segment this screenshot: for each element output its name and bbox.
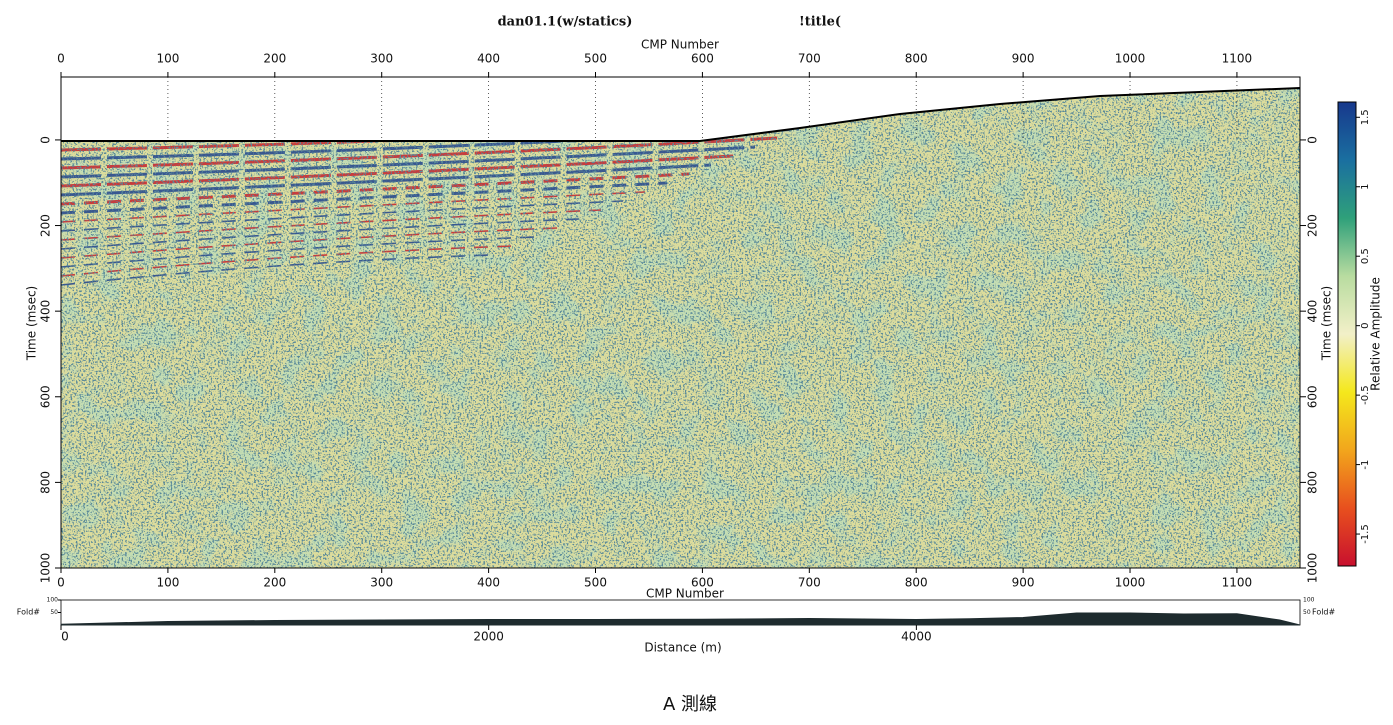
y-axis-title: Time (msec): [1320, 286, 1334, 361]
chart-subtitle: !title(: [799, 15, 841, 30]
x-tick-label: 1100: [1222, 576, 1253, 590]
y-tick-label: 1000: [1306, 553, 1320, 584]
x-tick-label: 200: [263, 576, 286, 590]
seismic-section: [61, 77, 1300, 568]
caption: A 測線: [663, 694, 717, 715]
y-tick-label: 200: [1306, 214, 1320, 237]
y-tick-label: 400: [1306, 300, 1320, 323]
colorbar-tick-label: -1: [1360, 460, 1371, 470]
x-tick-label: 700: [798, 576, 821, 590]
y-tick-label: 600: [39, 385, 53, 408]
fold-label: Fold#: [17, 608, 41, 617]
colorbar-title: Relative Amplitude: [1369, 277, 1383, 391]
chart-title: dan01.1(w/statics): [498, 15, 633, 30]
y-tick-label: 800: [39, 471, 53, 494]
x-tick-label: 300: [370, 576, 393, 590]
x-tick-label: 900: [1012, 52, 1035, 66]
x-tick-label: 100: [156, 576, 179, 590]
fold-tick-label: 100: [47, 597, 59, 604]
x-tick-label: 1000: [1115, 576, 1146, 590]
x-axis-title: CMP Number: [641, 38, 719, 52]
x-tick-label: 1100: [1222, 52, 1253, 66]
fold-tick-label: 50: [50, 609, 58, 616]
x-tick-label: 700: [798, 52, 821, 66]
distance-tick-label: 0: [61, 630, 69, 644]
x-tick-label: 300: [370, 52, 393, 66]
distance-tick-label: 4000: [901, 630, 932, 644]
x-tick-label: 400: [477, 576, 500, 590]
x-tick-label: 0: [57, 576, 65, 590]
y-tick-label: 400: [39, 300, 53, 323]
fold-tick-label: 50: [1303, 609, 1311, 616]
y-tick-label: 0: [39, 136, 53, 144]
colorbar-tick-label: 1: [1360, 184, 1371, 190]
y-tick-label: 200: [39, 214, 53, 237]
x-tick-label: 500: [584, 52, 607, 66]
x-tick-label: 100: [156, 52, 179, 66]
colorbar-tick-label: 0: [1360, 322, 1371, 328]
y-axis-title: Time (msec): [25, 286, 39, 361]
x-tick-label: 800: [905, 576, 928, 590]
x-tick-label: 600: [691, 52, 714, 66]
chart: dan01.1(w/statics) !title( CMP Number CM…: [0, 0, 1393, 725]
fold-label: Fold#: [1312, 608, 1336, 617]
fold-line: [61, 613, 1300, 625]
colorbar-tick-label: 1.5: [1360, 109, 1371, 125]
colorbar-tick-label: -0.5: [1360, 385, 1371, 405]
x-tick-label: 900: [1012, 576, 1035, 590]
distance-tick-label: 2000: [473, 630, 504, 644]
fold-tick-label: 100: [1303, 597, 1315, 604]
colorbar-tick-label: 0.5: [1360, 248, 1371, 264]
colorbar-tick-label: -1.5: [1360, 524, 1371, 544]
y-tick-label: 800: [1306, 471, 1320, 494]
y-tick-label: 1000: [39, 553, 53, 584]
distance-axis-title: Distance (m): [644, 641, 721, 655]
x-tick-label: 0: [57, 52, 65, 66]
colorbar: [1338, 102, 1356, 566]
x-tick-label: 200: [263, 52, 286, 66]
y-tick-label: 0: [1306, 136, 1320, 144]
x-tick-label: 800: [905, 52, 928, 66]
x-tick-label: 500: [584, 576, 607, 590]
y-tick-label: 600: [1306, 385, 1320, 408]
x-tick-label: 600: [691, 576, 714, 590]
x-tick-label: 400: [477, 52, 500, 66]
x-tick-label: 1000: [1115, 52, 1146, 66]
